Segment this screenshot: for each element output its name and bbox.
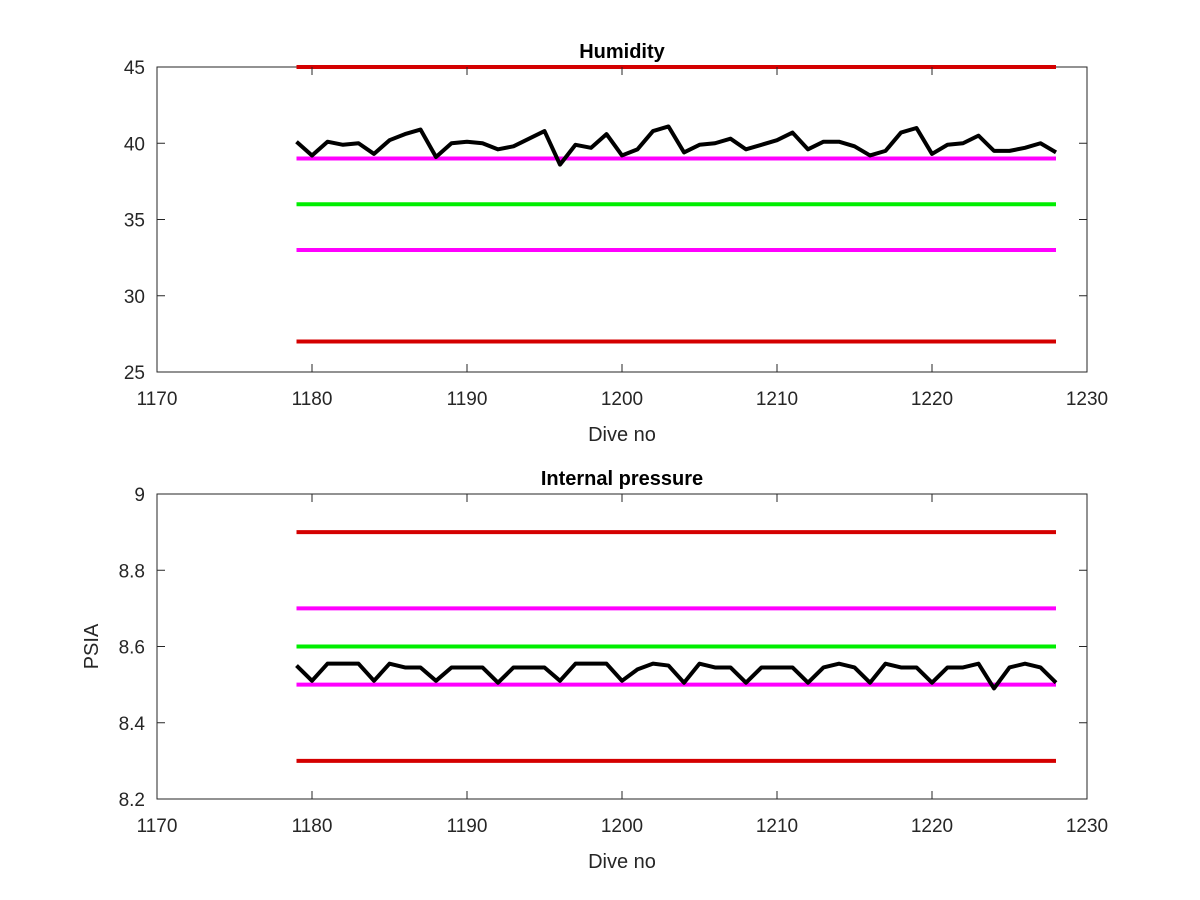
y-tick-label: 45: [124, 58, 145, 79]
y-tick-label: 9: [134, 485, 145, 506]
y-tick-label: 8.4: [119, 714, 146, 735]
y-axis-label: PSIA: [81, 623, 103, 669]
x-axis-label: Dive no: [588, 424, 656, 446]
x-tick-label: 1200: [601, 816, 643, 837]
x-tick-label: 1170: [137, 816, 178, 837]
y-tick-label: 8.8: [119, 561, 145, 582]
x-tick-label: 1220: [911, 816, 953, 837]
x-tick-label: 1220: [911, 389, 953, 410]
data-series-line: [295, 661, 1058, 691]
y-tick-label: 8.6: [119, 638, 145, 659]
y-tick-label: 8.2: [119, 790, 145, 811]
x-tick-label: 1210: [756, 389, 798, 410]
x-tick-label: 1190: [447, 389, 488, 410]
chart-title: Internal pressure: [541, 468, 703, 490]
x-tick-label: 1180: [292, 816, 333, 837]
x-tick-label: 1230: [1066, 389, 1108, 410]
x-tick-label: 1170: [137, 389, 178, 410]
x-tick-label: 1210: [756, 816, 798, 837]
y-tick-label: 25: [124, 363, 145, 384]
y-tick-label: 40: [124, 134, 145, 155]
x-tick-label: 1200: [601, 389, 643, 410]
chart-title: Humidity: [579, 41, 665, 63]
y-tick-label: 30: [124, 287, 145, 308]
x-tick-label: 1180: [292, 389, 333, 410]
chart-panel-2: 1170 1180 1190 1200 1210 1220 1230 8.2 8.4 8.6 8.8…: [81, 468, 1108, 873]
x-axis-label: Dive no: [588, 851, 656, 873]
x-tick-label: 1230: [1066, 816, 1108, 837]
y-tick-label: 35: [124, 211, 145, 232]
plot-area: [156, 66, 1088, 373]
data-series-line: [295, 124, 1058, 167]
chart-panel-1: 1170 1180 1190 1200 1210 1220 1230 25 30 35 40 45 Hu…: [124, 41, 1108, 446]
x-tick-label: 1190: [447, 816, 488, 837]
